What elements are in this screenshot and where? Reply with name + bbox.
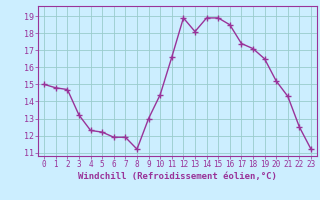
X-axis label: Windchill (Refroidissement éolien,°C): Windchill (Refroidissement éolien,°C) (78, 172, 277, 181)
